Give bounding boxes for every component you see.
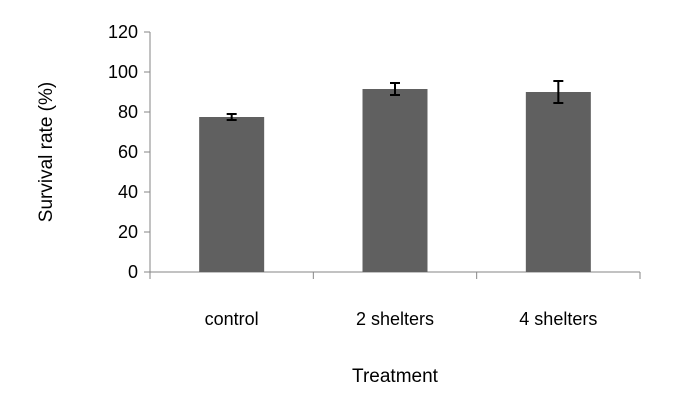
y-tick-label: 20 — [118, 222, 138, 242]
error-bars-group — [226, 80, 564, 121]
tick-labels-group: 0 20 40 60 80 100 120 control 2 shelters 4 shelte… — [108, 22, 597, 329]
y-tick-label: 120 — [108, 22, 138, 42]
y-tick-label: 40 — [118, 182, 138, 202]
y-axis-title: Survival rate (%) — [36, 82, 57, 222]
y-tick-label: 80 — [118, 102, 138, 122]
x-tick-label: 4 shelters — [519, 309, 597, 329]
y-tick-label: 100 — [108, 62, 138, 82]
bar — [525, 92, 591, 272]
error-bar — [553, 80, 564, 104]
error-bar — [390, 82, 400, 96]
y-tick-label: 60 — [118, 142, 138, 162]
bar — [362, 89, 428, 272]
bars-group — [199, 89, 591, 272]
x-tick-label: 2 shelters — [356, 309, 434, 329]
bar — [199, 117, 265, 272]
x-tick-label: control — [205, 309, 259, 329]
x-axis-title: Treatment — [352, 366, 439, 387]
y-tick-label: 0 — [128, 262, 138, 282]
error-bar — [226, 113, 237, 121]
